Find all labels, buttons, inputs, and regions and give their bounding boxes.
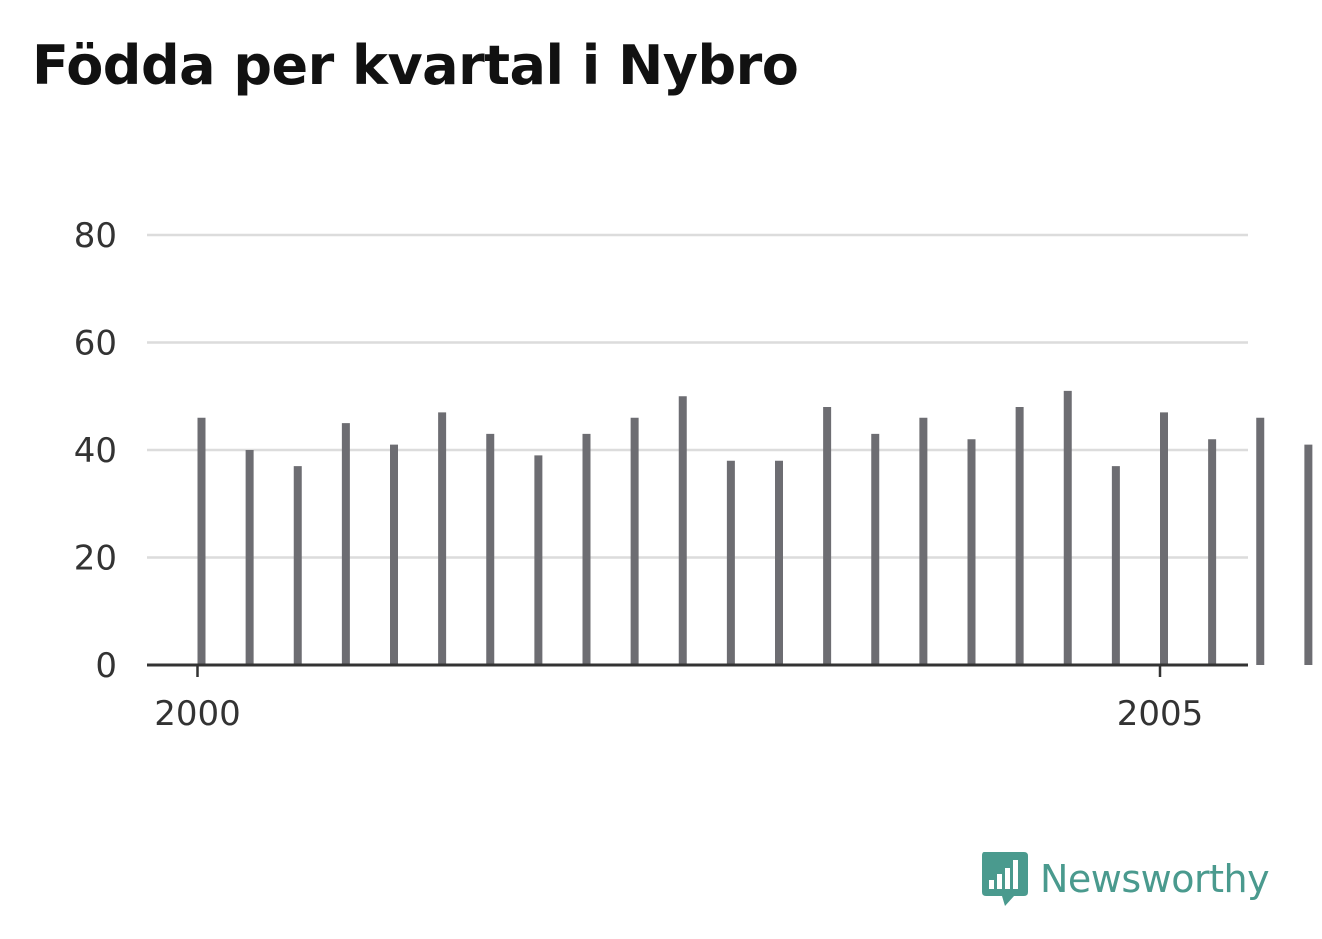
bar	[1160, 412, 1168, 665]
bar	[390, 444, 398, 665]
bar	[1015, 407, 1024, 665]
grid-lines	[147, 233, 1248, 559]
bar	[919, 417, 928, 665]
bar	[438, 412, 447, 665]
y-tick-label: 60	[74, 324, 117, 364]
bar	[534, 455, 543, 665]
bar	[967, 439, 976, 665]
bar	[1063, 390, 1072, 665]
x-tick-label: 2005	[1117, 694, 1204, 734]
bar	[582, 433, 591, 665]
bar	[871, 433, 880, 665]
newsworthy-logo-icon	[982, 852, 1028, 906]
bar	[678, 396, 687, 665]
x-tick-label: 2000	[154, 694, 241, 734]
x-axis: 200020052010201520202025	[147, 663, 1248, 734]
bar	[630, 417, 639, 665]
y-tick-label: 80	[74, 216, 117, 256]
y-axis: 0 20 40 60 80	[74, 216, 117, 686]
bar	[775, 460, 783, 665]
bar	[1111, 466, 1120, 665]
bar	[1208, 439, 1217, 665]
bar	[486, 433, 495, 665]
bar	[1304, 444, 1313, 665]
bar	[341, 423, 350, 665]
page-title: Födda per kvartal i Nybro	[32, 34, 799, 97]
y-tick-label: 40	[74, 431, 117, 471]
bar	[293, 466, 302, 665]
newsworthy-logo: Newsworthy	[980, 850, 1270, 908]
bars	[197, 390, 1313, 665]
y-tick-label: 0	[95, 646, 117, 686]
bar	[197, 417, 206, 665]
bar	[1256, 417, 1265, 665]
y-tick-label: 20	[74, 539, 117, 579]
bar	[823, 407, 832, 665]
brand-name: Newsworthy	[1040, 857, 1270, 901]
bar	[726, 460, 735, 665]
bar	[245, 450, 254, 665]
